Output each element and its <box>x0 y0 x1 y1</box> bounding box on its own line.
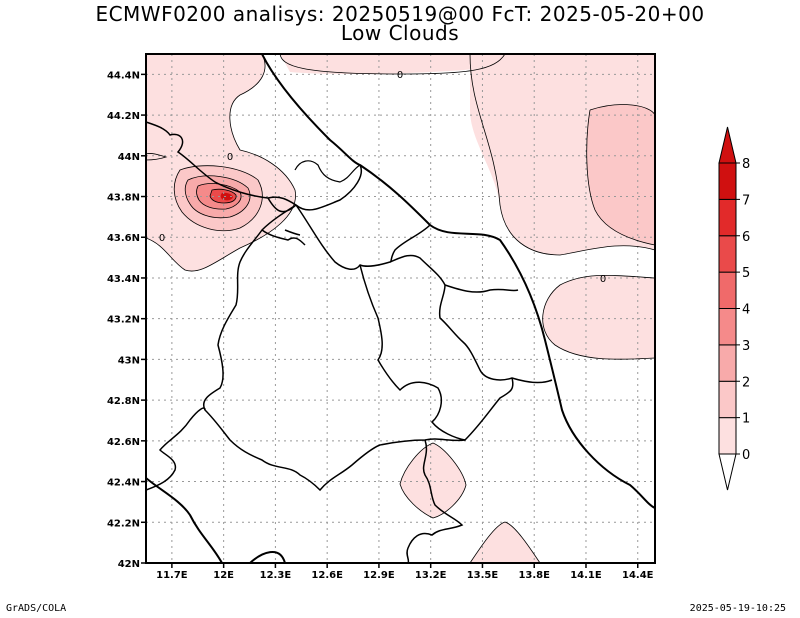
cloud-area-south-diamond <box>400 443 466 518</box>
contour-label: 0 <box>227 152 233 163</box>
y-tick-label: 44.4N <box>107 70 140 81</box>
colorbar-segment <box>718 198 737 237</box>
cloud-area-nw <box>146 54 296 272</box>
colorbar: 0 1 2 3 4 5 6 7 8 <box>718 126 750 491</box>
x-tick-label: 12.9E <box>363 570 395 581</box>
contour-south-diamond <box>399 442 467 519</box>
sanmarino-boundary <box>294 160 361 183</box>
y-tick-label: 42.2N <box>107 518 140 529</box>
x-tick-label: 13.2E <box>415 570 447 581</box>
x-tick-label: 11.7E <box>156 570 188 581</box>
y-tick-label: 42.4N <box>107 478 140 489</box>
region-boundary-abruzzo <box>406 439 464 563</box>
colorbar-segment <box>718 235 737 273</box>
y-tick-label: 42.8N <box>107 396 140 407</box>
region-boundary-northwest-inner <box>261 229 306 246</box>
colorbar-label: 8 <box>742 157 750 172</box>
region-boundary-west <box>203 204 466 492</box>
contour-east <box>469 54 655 256</box>
footer-credit: GrADS/COLA <box>6 603 67 614</box>
colorbar-segment <box>718 380 737 419</box>
colorbar-label: 7 <box>742 193 750 208</box>
contour-nw-4 <box>209 188 237 204</box>
footer-timestamp: 2025-05-19-10:25 <box>689 603 786 614</box>
cloud-area-top <box>280 54 520 74</box>
colorbar-lower-triangle <box>718 453 737 491</box>
contour-nw-2 <box>184 175 251 219</box>
colorbar-label: 6 <box>742 230 750 245</box>
y-tick-label: 42N <box>118 559 140 570</box>
colorbar-label: 5 <box>742 266 750 281</box>
colorbar-label: 2 <box>742 375 750 390</box>
map-title: ECMWF0200 analisys: 20250519@00 FcT: 202… <box>95 2 705 26</box>
contour-south-bottom <box>469 521 541 563</box>
cloud-area-south-bottom <box>470 522 540 563</box>
adriatic-coastline <box>261 54 655 509</box>
contour-nw <box>146 54 296 272</box>
colorbar-segment <box>718 344 737 382</box>
coastline-and-boundaries <box>146 54 655 563</box>
contour-nw-1 <box>173 165 263 232</box>
colorbar-label: 0 <box>742 448 750 463</box>
cloud-shading <box>146 54 655 563</box>
colorbar-segment <box>718 308 737 346</box>
region-boundary-north <box>146 121 362 211</box>
y-tick-label: 44N <box>118 152 140 163</box>
y-tick-label: 43.2N <box>107 315 140 326</box>
x-axis-ticks: 11.7E 12E 12.3E 12.6E 12.9E 13.2E 13.5E 13.8E 14… <box>156 563 654 581</box>
contour-label: 0 <box>600 274 606 285</box>
x-tick-label: 14.1E <box>570 570 602 581</box>
y-tick-label: 43N <box>118 355 140 366</box>
colorbar-segment <box>718 162 737 200</box>
x-tick-label: 14.4E <box>622 570 654 581</box>
y-tick-label: 43.4N <box>107 274 140 285</box>
x-tick-label: 12.3E <box>260 570 292 581</box>
contour-lines <box>146 54 655 563</box>
colorbar-upper-triangle <box>718 126 737 164</box>
southeast-coastline <box>249 551 286 563</box>
x-tick-label: 12.6E <box>311 570 343 581</box>
region-boundary-south <box>359 264 514 441</box>
map-subtitle: Low Clouds <box>340 21 460 45</box>
y-tick-label: 43.6N <box>107 233 140 244</box>
plot-frame <box>145 53 656 564</box>
contour-label: 0 <box>397 70 403 81</box>
colorbar-segment <box>718 271 737 309</box>
y-tick-label: 42.6N <box>107 437 140 448</box>
region-boundary-lazio-east <box>146 407 206 491</box>
x-tick-label: 13.5E <box>467 570 499 581</box>
contour-nw-tongue <box>146 153 168 161</box>
y-tick-label: 44.2N <box>107 111 140 122</box>
contour-top <box>279 54 506 75</box>
tyrrhenian-coastline <box>146 477 223 563</box>
region-boundary-central <box>295 204 553 384</box>
region-boundary-northeast <box>267 197 297 213</box>
contour-east-inner <box>586 104 655 246</box>
x-tick-label: 12E <box>213 570 234 581</box>
contour-labels: 0 0 0 0 <box>159 70 606 285</box>
colorbar-label: 4 <box>742 303 750 318</box>
colorbar-label: 3 <box>742 339 750 354</box>
region-boundary-marche-inner <box>389 224 519 293</box>
contour-label: 0 <box>159 233 165 244</box>
colorbar-segment <box>718 417 737 455</box>
y-tick-label: 43.8N <box>107 193 140 204</box>
contour-east-low <box>542 275 655 360</box>
y-axis-ticks: 42N 42.2N 42.4N 42.6N 42.8N 43N 43.2N 43.4N 43.6… <box>107 70 146 570</box>
contour-nw-3 <box>196 183 242 210</box>
colorbar-label: 1 <box>742 412 750 427</box>
x-tick-label: 13.8E <box>518 570 550 581</box>
